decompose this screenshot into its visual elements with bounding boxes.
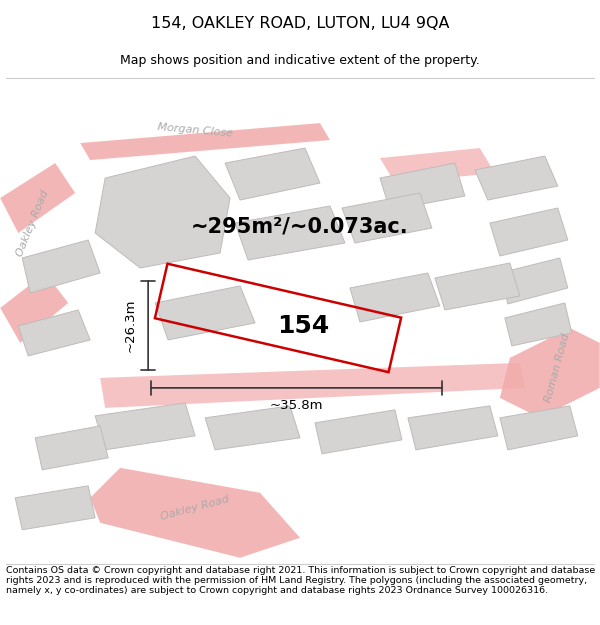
Polygon shape bbox=[22, 240, 100, 293]
Polygon shape bbox=[380, 148, 495, 183]
Polygon shape bbox=[80, 123, 330, 160]
Polygon shape bbox=[205, 406, 300, 450]
Polygon shape bbox=[475, 156, 558, 200]
Polygon shape bbox=[100, 363, 525, 408]
Text: 154, OAKLEY ROAD, LUTON, LU4 9QA: 154, OAKLEY ROAD, LUTON, LU4 9QA bbox=[151, 16, 449, 31]
Polygon shape bbox=[408, 406, 498, 450]
Polygon shape bbox=[235, 206, 345, 260]
Text: ~26.3m: ~26.3m bbox=[124, 299, 137, 352]
Polygon shape bbox=[35, 426, 108, 470]
Polygon shape bbox=[0, 163, 75, 233]
Text: Map shows position and indicative extent of the property.: Map shows position and indicative extent… bbox=[120, 54, 480, 68]
Polygon shape bbox=[435, 263, 520, 310]
Text: Contains OS data © Crown copyright and database right 2021. This information is : Contains OS data © Crown copyright and d… bbox=[6, 566, 595, 596]
Polygon shape bbox=[380, 163, 465, 210]
Polygon shape bbox=[155, 286, 255, 340]
Polygon shape bbox=[315, 410, 402, 454]
Polygon shape bbox=[350, 273, 440, 322]
Polygon shape bbox=[500, 406, 578, 450]
Text: ~35.8m: ~35.8m bbox=[270, 399, 323, 412]
Text: 154: 154 bbox=[277, 314, 329, 338]
Polygon shape bbox=[95, 403, 195, 450]
Polygon shape bbox=[500, 328, 600, 418]
Text: Oakley Road: Oakley Road bbox=[160, 494, 230, 522]
Polygon shape bbox=[490, 208, 568, 256]
Polygon shape bbox=[225, 148, 320, 200]
Polygon shape bbox=[500, 258, 568, 304]
Polygon shape bbox=[90, 468, 300, 558]
Polygon shape bbox=[95, 156, 230, 268]
Polygon shape bbox=[15, 486, 95, 530]
Text: ~295m²/~0.073ac.: ~295m²/~0.073ac. bbox=[191, 216, 409, 236]
Polygon shape bbox=[505, 303, 572, 346]
Polygon shape bbox=[0, 273, 68, 343]
Text: Oakley Road: Oakley Road bbox=[14, 188, 50, 258]
Polygon shape bbox=[342, 193, 432, 243]
Polygon shape bbox=[18, 310, 90, 356]
Text: Morgan Close: Morgan Close bbox=[157, 122, 233, 138]
Text: Roman Road: Roman Road bbox=[544, 332, 572, 404]
